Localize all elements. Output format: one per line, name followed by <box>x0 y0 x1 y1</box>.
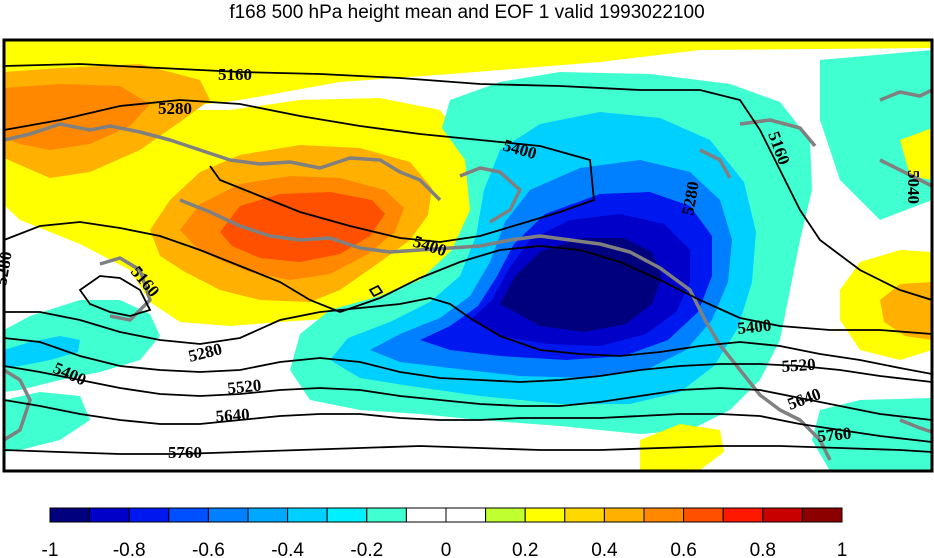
contour-label: 5760 <box>168 443 202 462</box>
colorbar-tick-label: 0.6 <box>670 540 696 558</box>
colorbar-box <box>49 507 91 523</box>
colorbar-box <box>366 507 407 523</box>
colorbar-box <box>326 507 368 523</box>
colorbar-box <box>722 507 764 523</box>
colorbar-ticks: -1 -0.8 -0.6 -0.4 -0.2 0 0.2 0.4 0.6 0.8 1 <box>42 540 848 558</box>
colorbar-box <box>445 507 487 523</box>
colorbar-box <box>801 507 843 523</box>
colorbar-box <box>247 507 289 523</box>
contour-label: 5040 <box>904 170 923 204</box>
map-frame <box>2 38 934 473</box>
colorbar-tick-label: 0 <box>441 540 452 558</box>
colorbar-tick-label: -0.2 <box>350 540 383 558</box>
contour-label: 5400 <box>736 316 772 338</box>
contour-label: 5760 <box>816 424 852 446</box>
contour-label: 5160 <box>218 65 252 84</box>
colorbar-box <box>643 507 685 523</box>
colorbar-box <box>207 507 249 523</box>
colorbar-tick-label: -0.8 <box>113 540 146 558</box>
colorbar-tick-label: -0.6 <box>192 540 225 558</box>
colorbar-boxes <box>49 507 843 523</box>
colorbar-box <box>485 507 526 523</box>
colorbar-box <box>564 507 605 523</box>
colorbar-tick-label: -0.4 <box>271 540 304 558</box>
plot-title: f168 500 hPa height mean and EOF 1 valid… <box>229 2 705 23</box>
contour-label: 5280 <box>158 99 192 118</box>
colorbar-box <box>89 507 130 523</box>
colorbar-box <box>762 507 803 523</box>
colorbar-tick-label: 0.8 <box>750 540 776 558</box>
contour-label: 5520 <box>226 376 262 398</box>
colorbar-box <box>128 507 170 523</box>
contour-label: 5640 <box>215 405 250 426</box>
colorbar-tick-label: 0.2 <box>512 540 538 558</box>
colorbar-box <box>603 507 645 523</box>
colorbar-box <box>168 507 209 523</box>
colorbar-tick-label: 0.4 <box>591 540 618 558</box>
height-contours <box>4 63 932 455</box>
eof-shading <box>4 40 932 471</box>
contour-label: 5520 <box>781 355 816 376</box>
colorbar-tick-label: 1 <box>837 540 848 558</box>
colorbar-tick-label: -1 <box>42 540 59 558</box>
coastline <box>4 88 932 461</box>
colorbar-box <box>405 507 447 523</box>
colorbar-box <box>287 507 328 523</box>
colorbar-box <box>683 507 724 523</box>
colorbar-box <box>524 507 566 523</box>
